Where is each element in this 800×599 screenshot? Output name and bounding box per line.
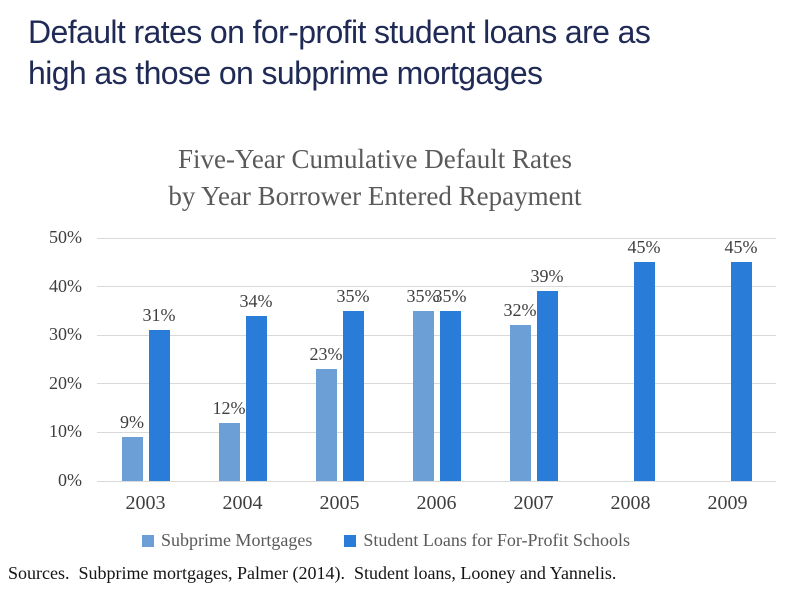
slide-title: Default rates on for-profit student loan… (28, 12, 788, 94)
bar-2005-student-loans (342, 310, 364, 481)
bar-2006-student-loans (439, 310, 461, 481)
legend-item-subprime-mortgages: Subprime Mortgages (141, 530, 313, 551)
bar-2003-student-loans (148, 330, 170, 481)
bar-2009-student-loans (730, 262, 752, 481)
chart-title-line2: by Year Borrower Entered Repayment (168, 181, 582, 211)
bar-value-label: 23% (309, 344, 343, 365)
bar-value-label: 9% (120, 412, 144, 433)
slide-title-line1: Default rates on for-profit student loan… (28, 14, 651, 50)
x-axis-category-label: 2004 (222, 492, 263, 514)
bar-2006-subprime (412, 310, 434, 481)
bar-value-label: 45% (627, 237, 661, 258)
gridline (97, 286, 776, 288)
legend-label: Student Loans for For-Profit Schools (363, 530, 631, 550)
y-axis-tick-label: 10% (49, 421, 82, 442)
x-axis-category-label: 2006 (416, 492, 457, 514)
gridline (97, 334, 776, 336)
gridline (97, 237, 776, 239)
x-axis-category-label: 2007 (513, 492, 554, 514)
bar-value-label: 34% (239, 290, 273, 311)
gridline (97, 480, 776, 482)
bar-value-label: 35% (433, 285, 467, 306)
legend-swatch-dark-blue-icon (344, 534, 357, 547)
legend-item-student-loans: Student Loans for For-Profit Schools (344, 530, 630, 551)
legend-swatch-light-blue-icon (141, 534, 154, 547)
y-axis-tick-label: 0% (58, 470, 82, 490)
chart-legend: Subprime Mortgages Student Loans for For… (0, 530, 772, 551)
bar-2004-student-loans (245, 315, 267, 481)
x-axis-category-label: 2005 (319, 492, 360, 514)
source-note: Sources. Subprime mortgages, Palmer (201… (8, 563, 617, 583)
bar-2003-subprime (121, 437, 143, 481)
bar-2005-subprime (315, 369, 337, 481)
slide-title-line2: high as those on subprime mortgages (28, 55, 543, 91)
bar-value-label: 32% (503, 300, 537, 321)
bar-value-label: 12% (212, 397, 246, 418)
y-axis-tick-label: 20% (49, 372, 82, 393)
gridline (97, 383, 776, 385)
bar-2008-student-loans (633, 262, 655, 481)
bar-value-label: 35% (406, 285, 440, 306)
bar-2007-subprime (509, 325, 531, 481)
bar-2007-student-loans (536, 291, 558, 481)
bar-value-label: 39% (530, 266, 564, 287)
y-axis-tick-label: 50% (49, 227, 82, 247)
y-axis-tick-label: 40% (49, 275, 82, 296)
y-axis-tick-label: 30% (49, 324, 82, 345)
bar-value-label: 35% (336, 285, 370, 306)
bar-value-label: 45% (724, 237, 758, 258)
x-axis-category-label: 2008 (610, 492, 651, 514)
chart-title: Five-Year Cumulative Default Rates by Ye… (0, 141, 750, 215)
chart-title-line1: Five-Year Cumulative Default Rates (178, 144, 572, 174)
x-axis-category-label: 2003 (125, 492, 166, 514)
bar-value-label: 31% (142, 305, 176, 326)
x-axis-category-label: 2009 (707, 492, 748, 514)
bar-2004-subprime (218, 422, 240, 481)
gridline (97, 431, 776, 433)
legend-label: Subprime Mortgages (160, 530, 313, 550)
